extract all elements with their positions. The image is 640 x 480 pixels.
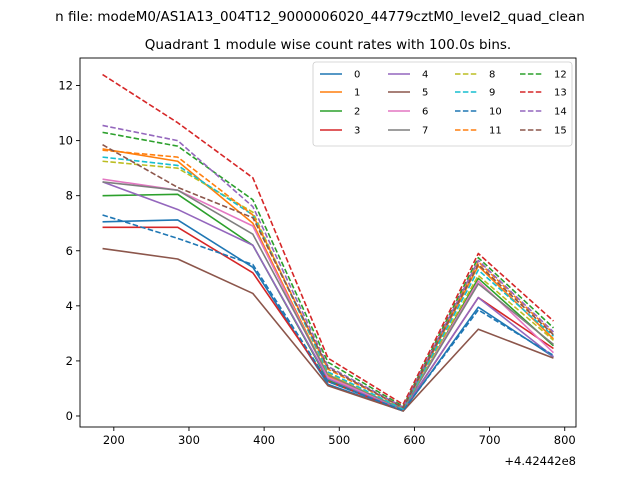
x-tick-label-300: 300	[178, 433, 200, 447]
legend-label-11: 11	[489, 126, 502, 137]
legend-label-4: 4	[422, 70, 428, 81]
y-tick-label-0: 0	[66, 409, 73, 423]
x-offset-label: +4.42442e8	[504, 454, 576, 468]
legend-label-3: 3	[354, 126, 360, 137]
legend-label-10: 10	[489, 107, 502, 118]
series-line-12	[102, 131, 554, 408]
legend-box	[312, 61, 573, 147]
series-line-5	[102, 247, 554, 412]
x-tick-label-700: 700	[479, 433, 501, 447]
series-line-7	[102, 181, 554, 411]
series-line-11	[102, 149, 555, 409]
legend-label-9: 9	[489, 88, 495, 99]
legend-label-7: 7	[422, 126, 428, 137]
series-line-8	[102, 160, 554, 410]
series-line-0	[102, 219, 554, 412]
legend-label-6: 6	[422, 107, 428, 118]
x-tick-label-500: 500	[328, 433, 350, 447]
y-tick-label-8: 8	[66, 189, 73, 203]
axes-frame	[79, 57, 577, 428]
series-line-13	[102, 73, 554, 406]
y-tick-label-10: 10	[58, 134, 73, 148]
series-line-15	[102, 144, 554, 409]
y-tick-label-12: 12	[58, 79, 73, 93]
plot-area: 200 300 400 500 600 700 8000246810120123456789…	[58, 57, 577, 447]
series-line-10	[102, 214, 554, 412]
legend-label-12: 12	[554, 70, 567, 81]
chart-title: Quadrant 1 module wise count rates with …	[145, 37, 511, 53]
legend-label-13: 13	[554, 88, 567, 99]
x-tick-label-600: 600	[403, 433, 425, 447]
legend-label-2: 2	[354, 107, 360, 118]
x-tick-label-200: 200	[103, 433, 125, 447]
legend-label-8: 8	[489, 70, 495, 81]
legend-label-1: 1	[354, 88, 360, 99]
legend-label-0: 0	[354, 70, 360, 81]
series-line-14	[102, 124, 555, 408]
y-tick-label-6: 6	[66, 244, 73, 258]
legend-label-15: 15	[554, 126, 567, 137]
figure-suptitle: n file: modeM0/AS1A13_004T12_9000006020_…	[55, 9, 585, 25]
x-tick-label-400: 400	[253, 433, 275, 447]
y-tick-label-2: 2	[66, 354, 73, 368]
series-line-9	[102, 156, 554, 410]
y-tick-label-4: 4	[66, 299, 73, 313]
legend-label-5: 5	[422, 88, 428, 99]
series-line-4	[102, 181, 554, 411]
legend-label-14: 14	[554, 107, 567, 118]
x-tick-label-800: 800	[554, 433, 576, 447]
